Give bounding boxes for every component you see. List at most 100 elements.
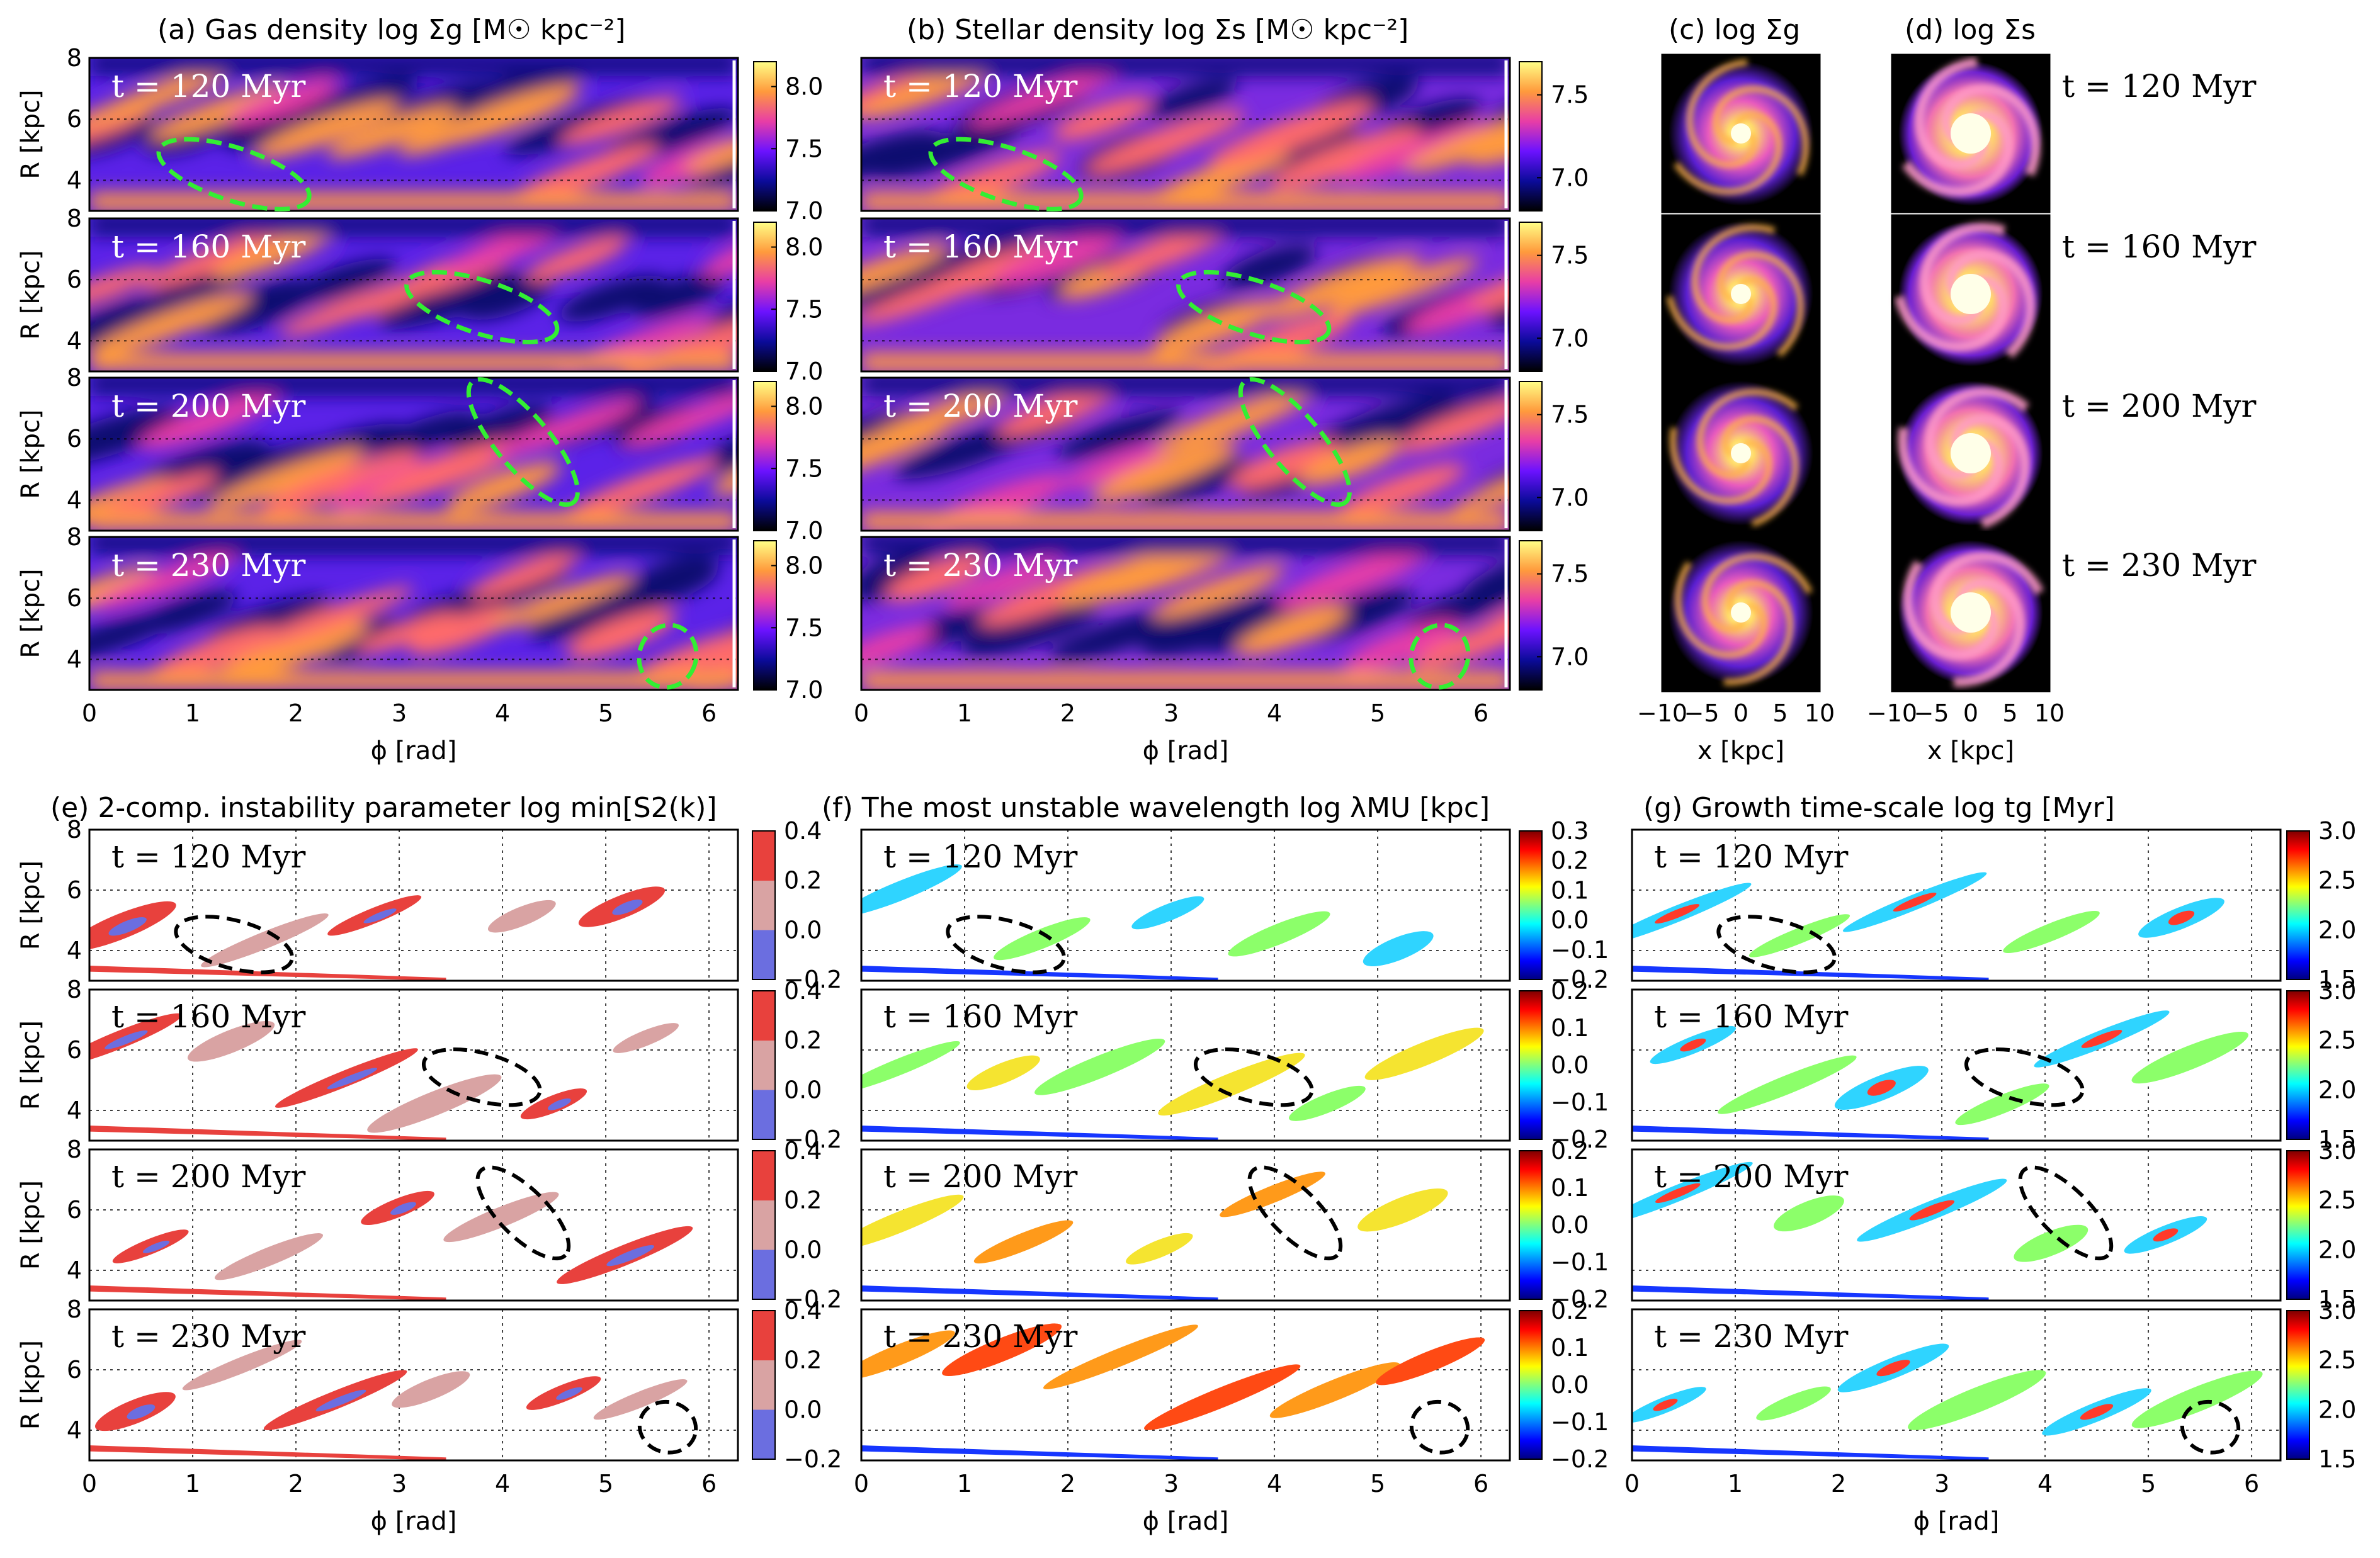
colorbar-tick-label: 2.5 <box>2318 867 2356 895</box>
growth-core <box>1893 893 1937 912</box>
colorbar-tick-label: 3.0 <box>2318 1297 2356 1324</box>
x-tick-label: −10 <box>1867 699 1917 727</box>
y-axis-label: R [kpc] <box>16 568 45 658</box>
panel-c-row-1 <box>1661 54 1821 213</box>
colorbar <box>1519 540 1543 691</box>
density-trough <box>175 441 331 499</box>
time-label: t = 200 Myr <box>1654 1158 1849 1195</box>
panel-f-row-1: t = 120 Myr 0.30.20.10.0−0.1−0.2 <box>860 817 1609 993</box>
highlight-ellipse <box>2180 1399 2241 1455</box>
panel-frame <box>1631 1148 2282 1302</box>
panel-d-row-3: t = 200 Myr <box>1891 373 2257 533</box>
density-arm <box>1209 101 1373 167</box>
unstable-region <box>392 1371 470 1408</box>
colorbar-tick-label: 7.0 <box>785 517 823 545</box>
y-tick-label: 6 <box>67 266 82 293</box>
unstable-region <box>1357 1188 1448 1232</box>
density-arm <box>254 100 399 159</box>
panel-frame <box>1631 828 2282 982</box>
outer-region <box>89 218 738 237</box>
x-tick-label: 10 <box>1805 699 1835 727</box>
colorbar-tick-label: 0.2 <box>784 1346 822 1374</box>
unstable-region <box>1043 1324 1198 1389</box>
spiral-arm <box>1666 276 1777 351</box>
panel-d-row-2: t = 160 Myr <box>1891 214 2257 374</box>
x-tick-label: 6 <box>701 1470 717 1498</box>
spiral-arm <box>1673 111 1782 195</box>
density-arm <box>1327 257 1478 317</box>
colorbar-tick-label: 2.0 <box>2318 916 2356 944</box>
spiral-arm <box>1697 388 1799 478</box>
colorbar-tick-label: 2.5 <box>2318 1027 2356 1054</box>
blobs <box>1632 1161 2207 1301</box>
density-trough <box>960 599 1099 657</box>
panel-b-row-1: t = 120 Myr 7.0 7.5 <box>860 57 1589 212</box>
y-axis-label: R [kpc] <box>16 861 45 950</box>
y-tick-label: 8 <box>67 1136 82 1163</box>
density-arm <box>212 229 332 279</box>
x-tick-label: 3 <box>1934 1470 1949 1498</box>
colorbar-tick-label: 1.5 <box>2318 966 2356 993</box>
heatmap-structures <box>89 537 738 690</box>
x-tick-label: 5 <box>1772 699 1788 727</box>
highlight-ellipse <box>1176 269 1332 345</box>
density-trough <box>1141 595 1291 657</box>
density-arm <box>565 458 718 519</box>
outer-region <box>89 378 738 396</box>
growth-core <box>1867 1080 1896 1096</box>
highlight-ellipse <box>404 269 560 345</box>
colorbar-tick-label: −0.2 <box>1551 1445 1609 1473</box>
unstable-core <box>127 1404 156 1420</box>
x-tick-label: 4 <box>1267 699 1282 727</box>
unstable-region <box>2131 1031 2248 1084</box>
panel-frame <box>88 536 739 691</box>
time-label: t = 160 Myr <box>111 998 306 1035</box>
y-tick-label: 8 <box>67 816 82 844</box>
blobs <box>89 1190 693 1301</box>
y-tick-label: 6 <box>67 1356 82 1384</box>
density-trough <box>873 122 1022 179</box>
heatmap-structures <box>89 58 738 211</box>
unstable-region <box>1955 1083 2049 1126</box>
y-tick-label: 4 <box>67 486 82 514</box>
panel-frame <box>860 988 1511 1142</box>
x-tick-label: −5 <box>1913 699 1949 727</box>
unstable-region <box>1228 911 1330 957</box>
x-tick-label: 0 <box>82 699 97 727</box>
colorbar-tick-label: 0.0 <box>1551 906 1589 934</box>
disk-center <box>1731 123 1751 144</box>
x-tick-label: 0 <box>1733 699 1748 727</box>
y-axis-label: R [kpc] <box>16 1020 45 1110</box>
unstable-region <box>214 1233 324 1280</box>
x-tick-label: 1 <box>1728 1470 1743 1498</box>
x-tick-label: 3 <box>392 699 407 727</box>
colorbar <box>1519 222 1543 372</box>
density-arm <box>1261 256 1420 319</box>
heatmap-a <box>89 58 738 211</box>
growth-core <box>1680 1038 1706 1052</box>
unstable-region <box>1364 1027 1484 1080</box>
density-arm <box>684 121 738 172</box>
colorbar-tick-label: 8.0 <box>785 73 823 101</box>
density-arm <box>1147 149 1289 206</box>
density-arm <box>1344 621 1459 672</box>
x-axis-label: x [kpc] <box>1697 737 1784 765</box>
colorbar-tick-label: 0.0 <box>1551 1051 1589 1079</box>
panel-c-row-4 <box>1661 533 1821 692</box>
density-arm <box>150 84 288 140</box>
panel-a-row-1: t = 120 Myr 4 6 8 R [kpc] 7.0 7.5 8.0 <box>16 44 823 225</box>
density-arm <box>1230 441 1339 488</box>
colorbar-tick-label: 7.0 <box>1551 164 1589 191</box>
y-tick-label: 4 <box>67 327 82 354</box>
panel-a-row-4: t = 230 Myr 4 6 8 R [kpc] 7.0 7.5 8.0 <box>16 523 823 704</box>
colorbar-tick-label: 0.2 <box>1551 1137 1589 1165</box>
colorbar-tick-label: 0.2 <box>784 1027 822 1054</box>
x-tick-label: 2 <box>1831 1470 1846 1498</box>
unstable-region <box>2014 1224 2088 1262</box>
unstable-region <box>1131 896 1204 930</box>
highlight-ellipse <box>421 1047 542 1107</box>
y-axis-label: R [kpc] <box>16 89 45 179</box>
time-label: t = 160 Myr <box>883 998 1078 1035</box>
colorbar-tick-label: 8.0 <box>785 234 823 261</box>
unstable-region <box>443 1192 559 1243</box>
